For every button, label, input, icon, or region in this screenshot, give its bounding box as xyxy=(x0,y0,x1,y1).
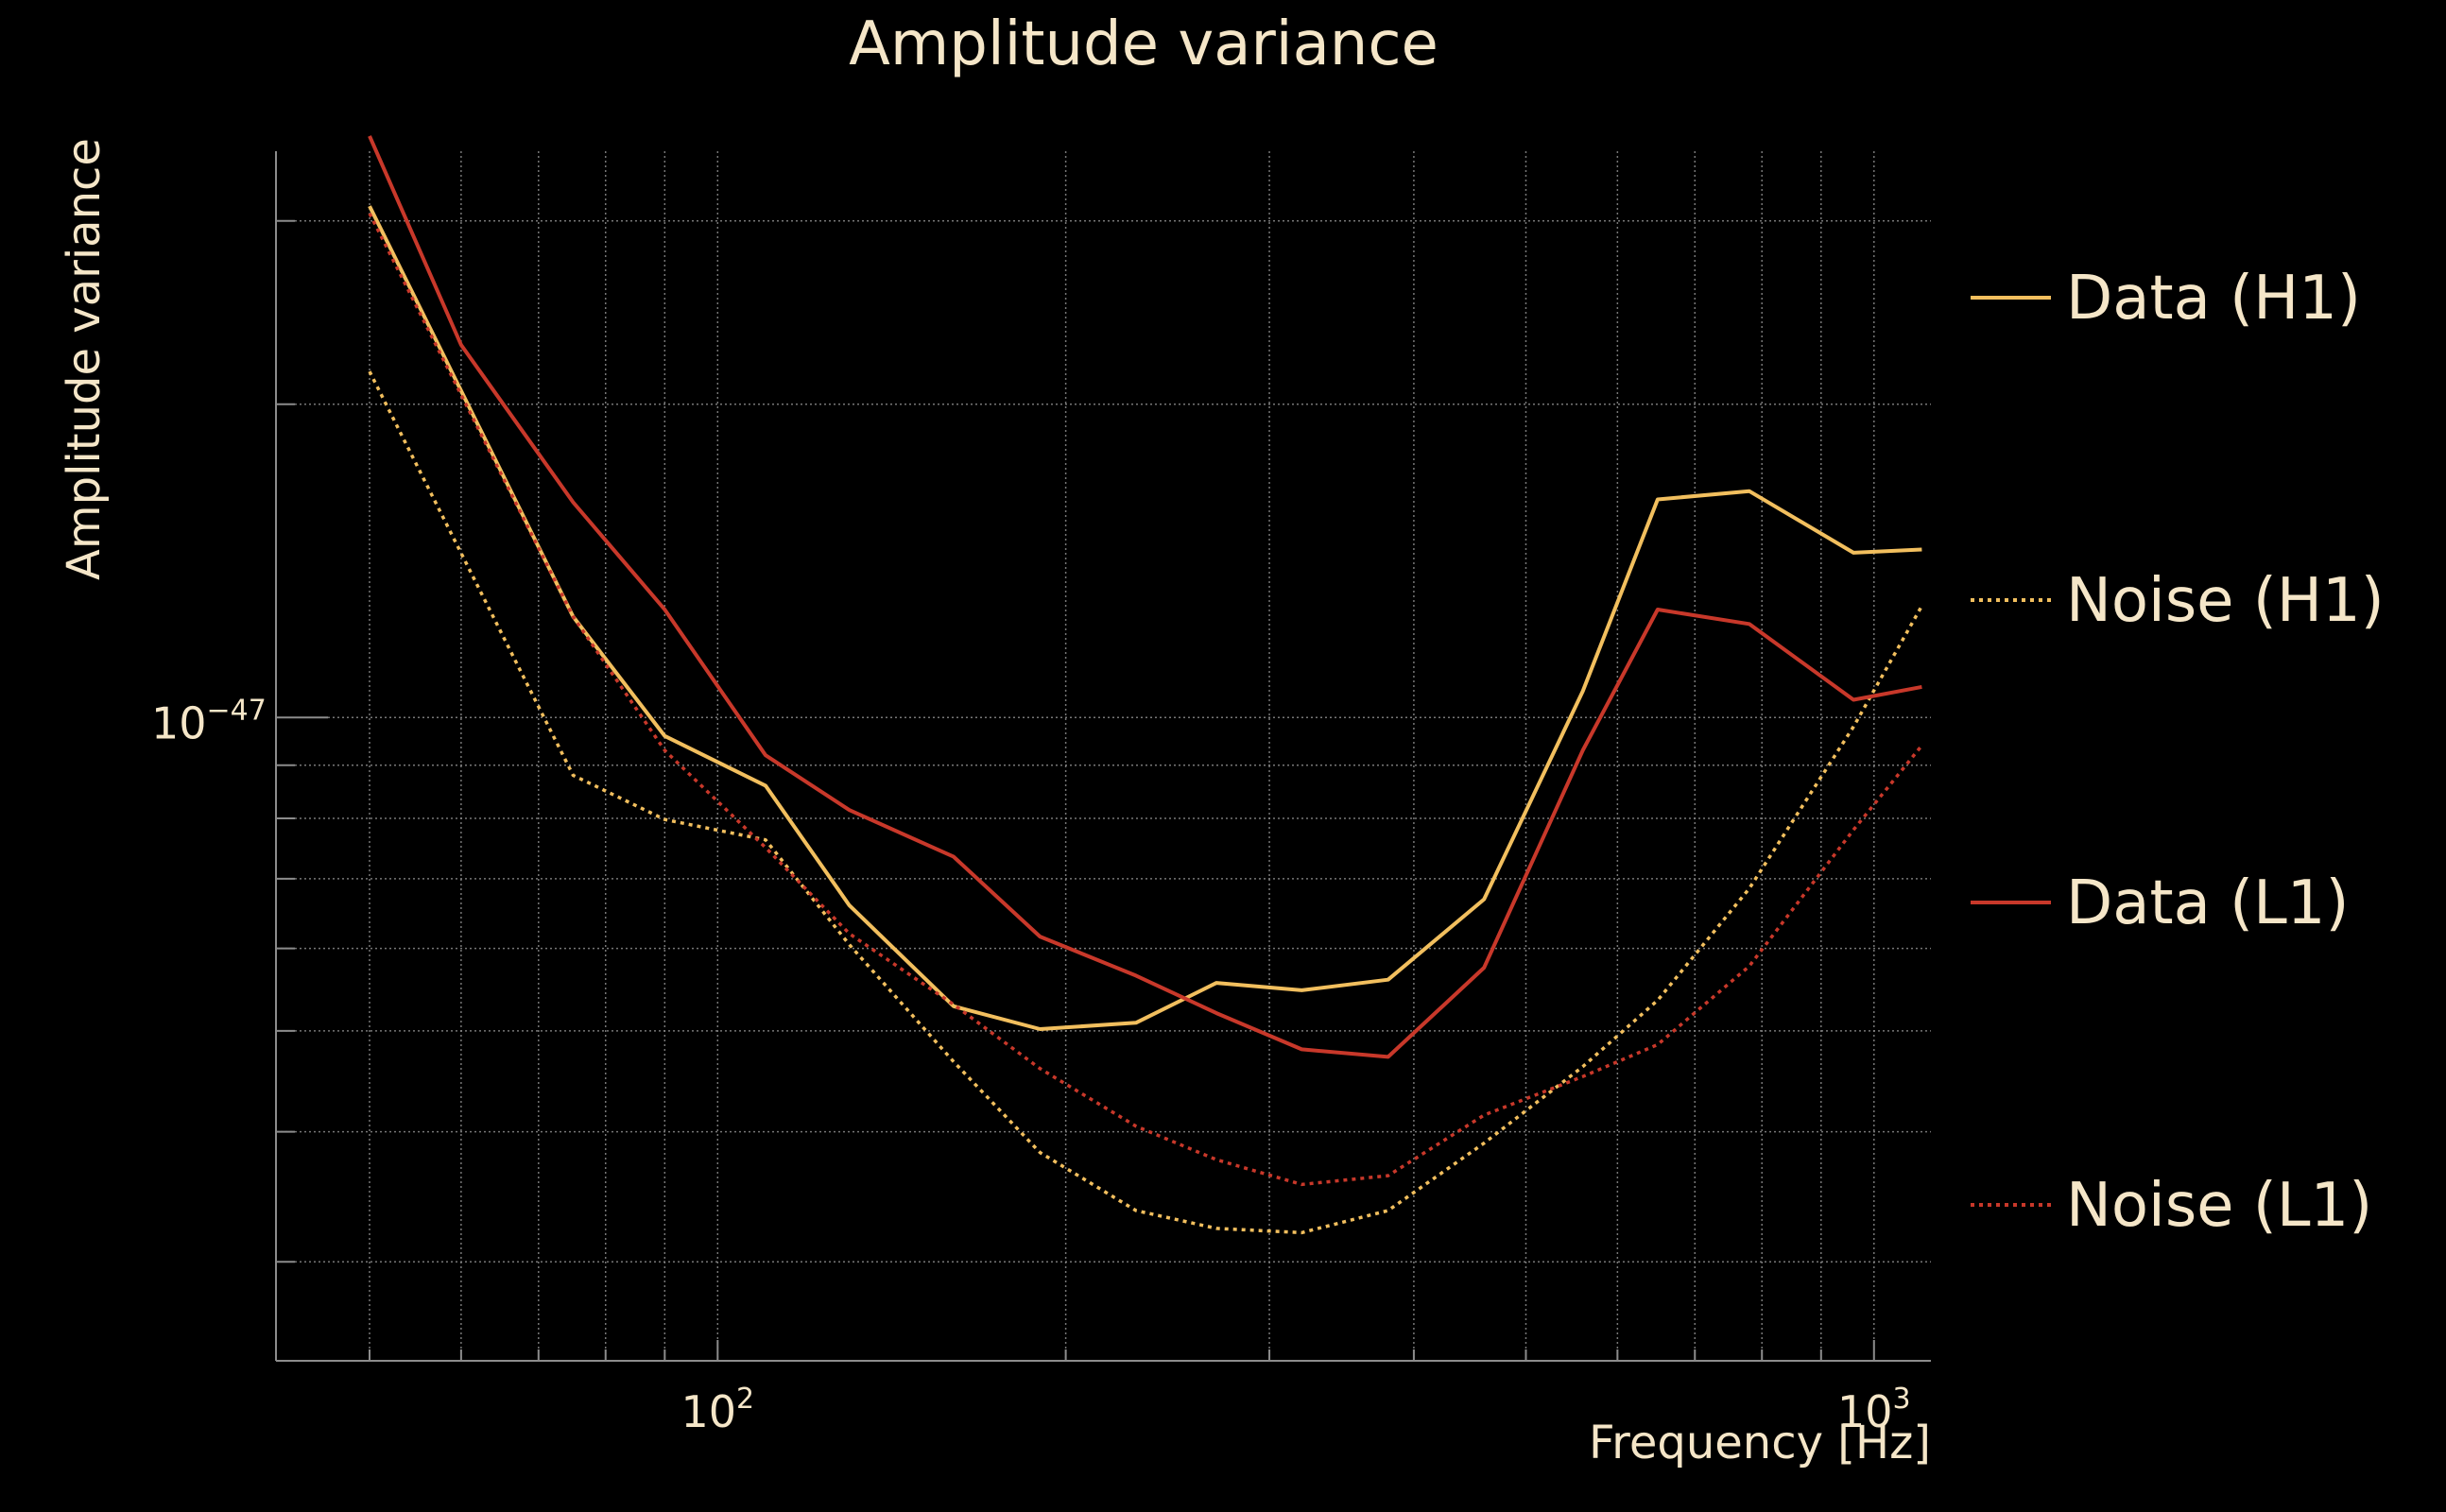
y-tick-label: 10−47 xyxy=(151,694,267,748)
chart-title: Amplitude variance xyxy=(849,9,1438,79)
legend-label-data-l1: Data (L1) xyxy=(2066,868,2349,938)
legend-label-data-h1: Data (H1) xyxy=(2066,264,2361,334)
y-axis-label: Amplitude variance xyxy=(58,138,111,580)
series-layer xyxy=(368,135,1923,1235)
x-tick-label: 103 xyxy=(1837,1383,1911,1437)
legend: Data (H1) Noise (H1) Data (L1) Noise (L1) xyxy=(1971,264,2385,1241)
series-line-data-l1 xyxy=(368,135,1922,1059)
axes-layer: 102 103 10−47 xyxy=(151,151,1931,1437)
legend-label-noise-l1: Noise (L1) xyxy=(2066,1171,2372,1241)
series-line-noise-h1 xyxy=(368,370,1923,1235)
x-axis-label: Frequency [Hz] xyxy=(1589,1417,1931,1469)
x-tick-label: 102 xyxy=(680,1383,754,1437)
series-line-noise-l1 xyxy=(368,213,1923,1187)
grid-layer xyxy=(276,151,1931,1361)
legend-label-noise-h1: Noise (H1) xyxy=(2066,566,2385,636)
series-line-data-h1 xyxy=(368,205,1922,1031)
